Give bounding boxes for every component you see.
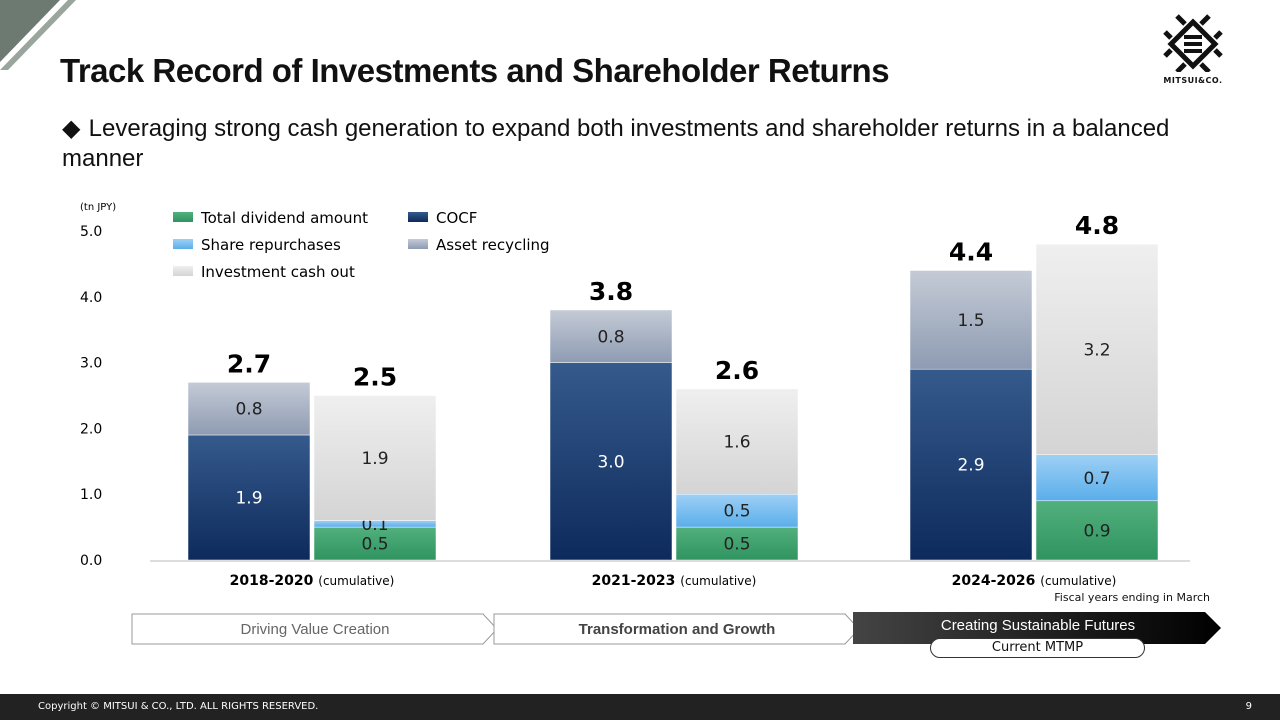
bar-segment-asset-recycling [187,382,311,436]
bar-total-label: 4.4 [949,237,993,266]
data-label: 0.7 [1083,469,1110,489]
phase-1: Driving Value Creation [131,613,499,645]
y-tick-label: 0.0 [80,553,102,569]
legend-label: Total dividend amount [200,209,368,227]
bar-total-label: 2.5 [353,363,397,392]
x-category-label: 2021-2023 (cumulative) [592,573,757,589]
data-label: 0.5 [361,535,388,555]
bar-segment-asset-recycling [549,309,673,363]
x-category-label: 2024-2026 (cumulative) [952,573,1117,589]
bar-segment-investment-cash-out [675,388,799,495]
subtitle: ◆ Leveraging strong cash generation to e… [62,114,1222,174]
bar-total-label: 3.8 [589,277,633,306]
legend-label: COCF [436,209,477,227]
bar-segment-cocf [549,362,673,561]
bar-segment-total-dividend-amount [1035,500,1159,561]
footer: Copyright © MITSUI & CO., LTD. ALL RIGHT… [0,694,1280,720]
data-label: 0.5 [723,535,750,555]
legend-label: Asset recycling [436,236,550,254]
legend-swatch [173,212,193,222]
copyright: Copyright © MITSUI & CO., LTD. ALL RIGHT… [38,701,319,712]
bar-total-label: 2.6 [715,356,759,385]
data-label: 0.8 [597,327,624,347]
data-label: 3.0 [597,452,624,472]
bar-segment-share-repurchases [1035,454,1159,502]
logo-text: MITSUI&CO. [1163,76,1223,85]
data-label: 2.9 [957,456,984,476]
current-mtmp-badge: Current MTMP [930,638,1145,658]
subtitle-text: Leveraging strong cash generation to exp… [62,115,1170,172]
data-label: 0.8 [235,400,262,420]
data-label: 0.9 [1083,521,1110,541]
bar-segment-total-dividend-amount [675,526,799,561]
phase-2-label: Transformation and Growth [578,620,776,638]
data-label: 3.2 [1083,340,1110,360]
bar-segment-asset-recycling [909,270,1033,370]
data-label: 1.6 [723,433,750,453]
phase-2: Transformation and Growth [493,613,861,645]
data-label: 0.5 [723,502,750,522]
legend-label: Share repurchases [201,236,341,254]
legend-label: Investment cash out [201,263,355,281]
phase-3: Creating Sustainable Futures [853,612,1223,644]
data-label: 1.9 [361,449,388,469]
bar-segment-investment-cash-out [313,395,437,521]
stacked-bar-chart: (tn JPY) 0.0 1.0 2.0 3.0 4.0 5.0 1.9 0.8 2.7 0.5 0… [80,202,1190,589]
data-label: 1.9 [235,488,262,508]
bar-segment-cocf [909,368,1033,561]
legend-swatch [173,266,193,276]
fiscal-note: Fiscal years ending in March [1054,591,1210,604]
page-title: Track Record of Investments and Sharehol… [60,52,890,89]
y-tick-label: 4.0 [80,290,102,306]
x-category-label: 2018-2020 (cumulative) [230,573,395,589]
y-tick-label: 1.0 [80,487,102,503]
y-tick-label: 2.0 [80,421,102,437]
page-number: 9 [1245,701,1252,712]
phase-1-label: Driving Value Creation [240,620,390,638]
legend-swatch [173,239,193,249]
company-logo: MITSUI&CO. [1160,14,1226,85]
y-tick-label: 3.0 [80,356,102,372]
legend-swatch [408,212,428,222]
bar-total-label: 4.8 [1075,211,1119,240]
legend-swatch [408,239,428,249]
bar-segment-investment-cash-out [1035,243,1159,455]
y-tick-label: 5.0 [80,224,102,240]
data-label: 1.5 [957,311,984,331]
bar-segment-cocf [187,434,311,561]
phase-3-label: Creating Sustainable Futures [940,616,1136,634]
y-axis-unit: (tn JPY) [80,202,116,213]
bar-total-label: 2.7 [227,349,271,378]
mitsui-logo-icon [1163,14,1223,74]
bar-segment-share-repurchases [675,493,799,528]
diamond-bullet-icon: ◆ [62,115,81,142]
corner-decoration [0,0,76,70]
